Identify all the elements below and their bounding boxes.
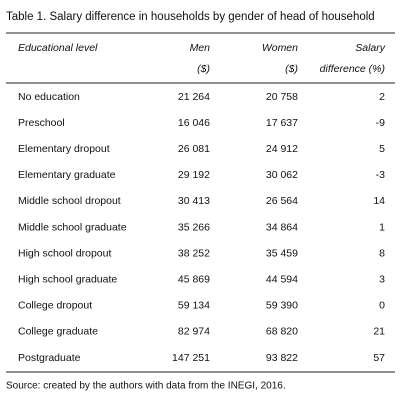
source-note: Source: created by the authors with data… <box>6 381 286 392</box>
cell-value: 24 912 <box>266 143 298 155</box>
cell-value: 14 <box>373 195 385 207</box>
cell-value: 26 564 <box>266 195 298 207</box>
cell-value: -3 <box>376 169 385 181</box>
cell-value: 0 <box>379 300 385 312</box>
cell-value: 17 637 <box>266 117 298 129</box>
cell-value: 29 192 <box>178 169 210 181</box>
cell-value: 57 <box>373 352 385 364</box>
cell-value: 59 390 <box>266 300 298 312</box>
row-label: Middle school dropout <box>18 195 121 207</box>
cell-value: 1 <box>379 221 385 233</box>
cell-value: 147 251 <box>172 352 210 364</box>
column-header: Salary <box>355 42 386 54</box>
column-header: Educational level <box>18 42 98 54</box>
row-label: Elementary dropout <box>18 143 110 155</box>
cell-value: 20 758 <box>266 91 298 103</box>
row-label: College dropout <box>18 300 92 312</box>
cell-value: 8 <box>379 247 385 259</box>
cell-value: 21 264 <box>178 91 210 103</box>
cell-value: 34 864 <box>266 221 298 233</box>
cell-value: 30 062 <box>266 169 298 181</box>
table-title: Table 1. Salary difference in households… <box>6 11 375 23</box>
column-header: ($) <box>197 63 210 75</box>
column-header: ($) <box>285 63 298 75</box>
cell-value: 35 266 <box>178 221 210 233</box>
cell-value: 59 134 <box>178 300 210 312</box>
cell-value: 5 <box>379 143 385 155</box>
cell-value: 45 869 <box>178 273 210 285</box>
cell-value: 35 459 <box>266 247 298 259</box>
row-label: High school graduate <box>18 273 117 285</box>
cell-value: 68 820 <box>266 326 298 338</box>
cell-value: 30 413 <box>178 195 210 207</box>
row-label: No education <box>18 91 80 103</box>
cell-value: 26 081 <box>178 143 210 155</box>
row-label: High school dropout <box>18 247 111 259</box>
row-label: Postgraduate <box>18 352 81 364</box>
cell-value: -9 <box>376 117 385 129</box>
row-label: Preschool <box>18 117 65 129</box>
cell-value: 82 974 <box>178 326 210 338</box>
cell-value: 2 <box>379 91 385 103</box>
cell-value: 44 594 <box>266 273 298 285</box>
cell-value: 21 <box>373 326 385 338</box>
cell-value: 93 822 <box>266 352 298 364</box>
cell-value: 38 252 <box>178 247 210 259</box>
row-label: Middle school graduate <box>18 221 127 233</box>
cell-value: 3 <box>379 273 385 285</box>
column-header: Men <box>190 42 211 54</box>
row-label: College graduate <box>18 326 98 338</box>
cell-value: 16 046 <box>178 117 210 129</box>
column-header: Women <box>262 42 298 54</box>
column-header: difference (%) <box>320 63 385 75</box>
row-label: Elementary graduate <box>18 169 116 181</box>
